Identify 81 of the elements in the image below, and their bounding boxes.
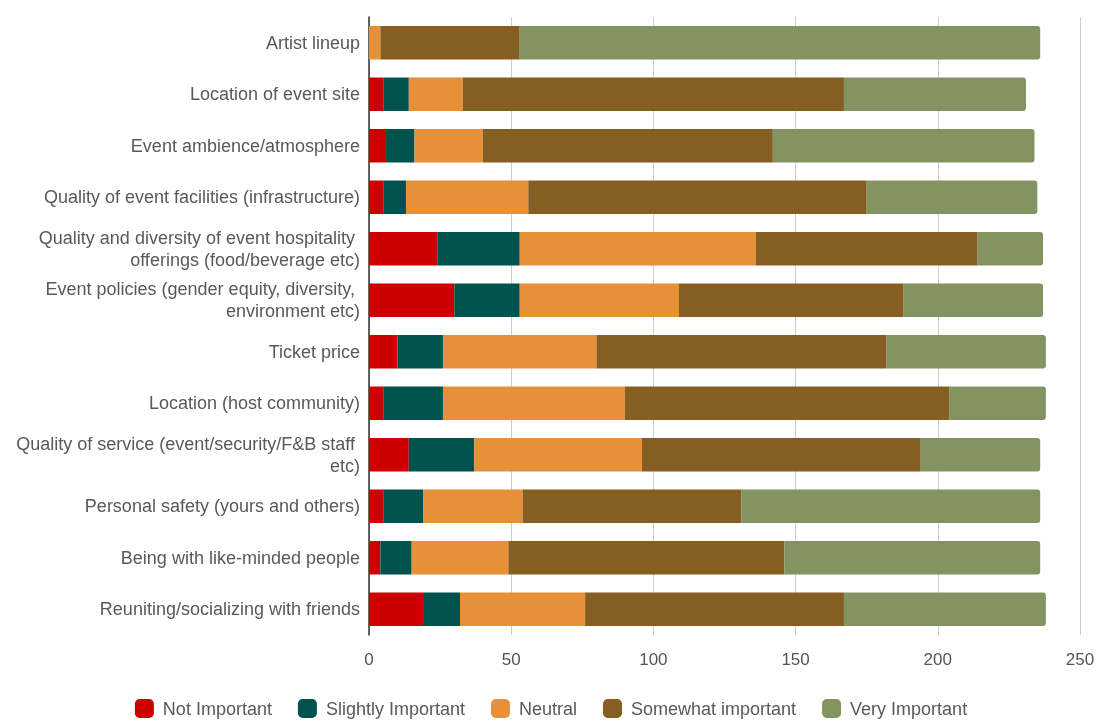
x-tick-label: 50	[501, 650, 521, 669]
y-tick-label: Location (host community)	[148, 393, 360, 414]
legend-label: Not Important	[162, 698, 272, 719]
bar	[482, 129, 773, 163]
bar	[423, 592, 461, 626]
bar	[462, 77, 844, 111]
bar	[522, 489, 742, 523]
bar	[920, 438, 1041, 472]
bar	[442, 386, 625, 420]
bar	[383, 489, 424, 523]
bar	[460, 592, 586, 626]
bar	[369, 335, 398, 369]
bar	[437, 232, 520, 266]
bar	[369, 283, 455, 317]
bar	[369, 129, 387, 163]
bar	[369, 232, 438, 266]
y-tick-label: Quality and diversity of event hospitality offerings (food/beverage etc)	[38, 227, 360, 270]
legend-label: Very Important	[850, 698, 968, 719]
bar	[369, 180, 384, 214]
bar	[977, 232, 1044, 266]
x-tick-label: 150	[781, 650, 810, 669]
y-tick-label: Event policies (gender equity, diversity, environment etc)	[45, 279, 360, 322]
bar	[383, 180, 406, 214]
bar	[519, 26, 1041, 60]
bar	[474, 438, 643, 472]
bar	[866, 180, 1038, 214]
y-tick-label: Personal safety (yours and others)	[84, 496, 360, 517]
bar	[383, 77, 409, 111]
bar	[423, 489, 523, 523]
legend-label: Somewhat important	[631, 698, 797, 719]
bar	[624, 386, 950, 420]
y-tick-label: Event ambience/atmosphere	[130, 135, 360, 156]
y-tick-label: Location of event site	[189, 84, 360, 105]
bar	[386, 129, 415, 163]
bar	[414, 129, 483, 163]
bar	[585, 592, 844, 626]
bar	[369, 386, 384, 420]
y-tick-label: Reuniting/socializing with friends	[99, 599, 360, 620]
bar	[369, 77, 384, 111]
bar	[755, 232, 978, 266]
bar	[442, 335, 597, 369]
bar	[679, 283, 904, 317]
bar	[369, 26, 381, 60]
bar	[843, 592, 1046, 626]
bar	[383, 386, 443, 420]
bar	[369, 592, 424, 626]
x-tick-label: 250	[1065, 650, 1095, 669]
bar	[508, 541, 785, 575]
bar	[405, 180, 529, 214]
bar	[528, 180, 867, 214]
bar	[380, 541, 412, 575]
bar	[369, 438, 409, 472]
y-tick-label: Ticket price	[268, 341, 360, 362]
legend-label: Neutral	[518, 698, 578, 719]
bar	[454, 283, 520, 317]
bar	[519, 232, 756, 266]
bar	[642, 438, 921, 472]
bar	[886, 335, 1046, 369]
x-tick-label: 200	[923, 650, 952, 669]
y-tick-label: Artist lineup	[265, 32, 360, 53]
bar	[949, 386, 1046, 420]
bar	[369, 489, 384, 523]
bar	[380, 26, 520, 60]
bar	[741, 489, 1041, 523]
bar	[369, 541, 381, 575]
bar	[519, 283, 679, 317]
bar	[408, 438, 475, 472]
bar	[411, 541, 509, 575]
y-tick-label: Being with like-minded people	[120, 547, 360, 568]
bar	[784, 541, 1041, 575]
x-tick-label: 0	[364, 650, 374, 669]
legend-label: Slightly Important	[325, 698, 465, 719]
x-tick-label: 100	[639, 650, 668, 669]
bar	[843, 77, 1026, 111]
bar	[772, 129, 1035, 163]
bar	[397, 335, 443, 369]
bar	[903, 283, 1044, 317]
y-tick-label: Quality of event facilities (infrastructure)	[43, 187, 360, 208]
bar	[408, 77, 463, 111]
bar	[596, 335, 887, 369]
y-tick-label: Quality of service (event/security/F&B staff etc)	[16, 433, 360, 476]
